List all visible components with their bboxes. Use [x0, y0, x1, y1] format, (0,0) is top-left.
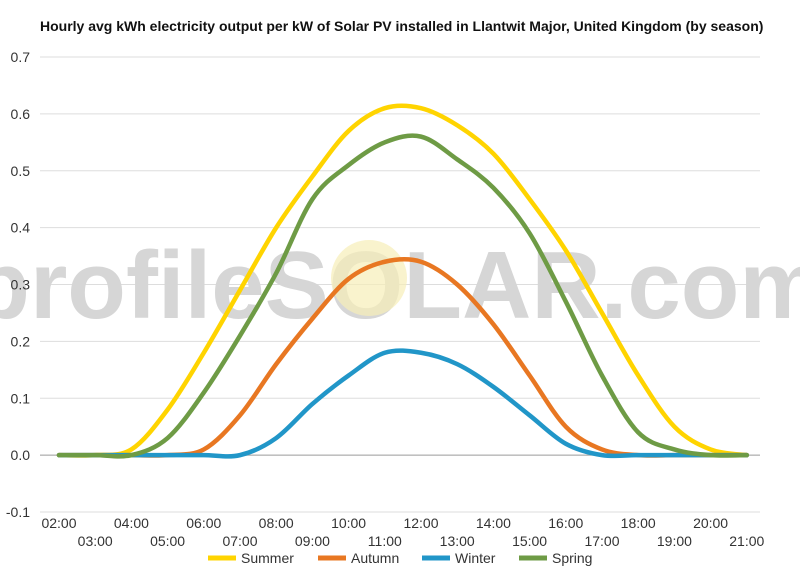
y-tick-label: 0.2: [11, 333, 31, 349]
series-line-winter: [56, 348, 750, 459]
x-tick-label: 20:00: [693, 515, 728, 531]
legend-label: Summer: [241, 550, 294, 566]
x-tick-label: 21:00: [729, 533, 764, 549]
y-tick-label: 0.1: [11, 390, 31, 406]
x-tick-label: 15:00: [512, 533, 547, 549]
watermark-sun-icon: [331, 240, 407, 316]
x-axis-ticks: 02:0003:0004:0005:0006:0007:0008:0009:00…: [41, 515, 764, 549]
y-tick-label: -0.1: [6, 504, 30, 520]
y-tick-label: 0.6: [11, 106, 31, 122]
x-tick-label: 02:00: [41, 515, 76, 531]
x-tick-label: 09:00: [295, 533, 330, 549]
legend-label: Spring: [552, 550, 592, 566]
legend-label: Autumn: [351, 550, 399, 566]
x-tick-label: 18:00: [621, 515, 656, 531]
x-tick-label: 03:00: [78, 533, 113, 549]
x-tick-label: 17:00: [584, 533, 619, 549]
x-tick-label: 06:00: [186, 515, 221, 531]
x-tick-label: 12:00: [403, 515, 438, 531]
legend-label: Winter: [455, 550, 496, 566]
x-tick-label: 19:00: [657, 533, 692, 549]
y-tick-label: 0.5: [11, 163, 31, 179]
y-tick-label: 0.0: [11, 447, 31, 463]
series-line-spring: [56, 133, 750, 459]
y-axis-ticks: 0.7 0.6 0.5 0.4 0.3 0.2 0.1 0.0 -0.1: [6, 49, 30, 520]
x-tick-label: 10:00: [331, 515, 366, 531]
x-tick-label: 13:00: [440, 533, 475, 549]
x-tick-label: 05:00: [150, 533, 185, 549]
chart-title: Hourly avg kWh electricity output per kW…: [40, 18, 764, 34]
y-tick-label: 0.7: [11, 49, 31, 65]
x-tick-label: 08:00: [259, 515, 294, 531]
x-tick-label: 04:00: [114, 515, 149, 531]
x-tick-label: 11:00: [368, 533, 402, 549]
series-lines: [56, 103, 750, 459]
y-tick-label: 0.3: [11, 277, 31, 293]
y-tick-label: 0.4: [11, 220, 31, 236]
x-tick-label: 14:00: [476, 515, 511, 531]
x-tick-label: 16:00: [548, 515, 583, 531]
x-tick-label: 07:00: [222, 533, 257, 549]
series-line-summer: [56, 103, 750, 458]
legend: Summer Autumn Winter Spring: [208, 550, 592, 566]
